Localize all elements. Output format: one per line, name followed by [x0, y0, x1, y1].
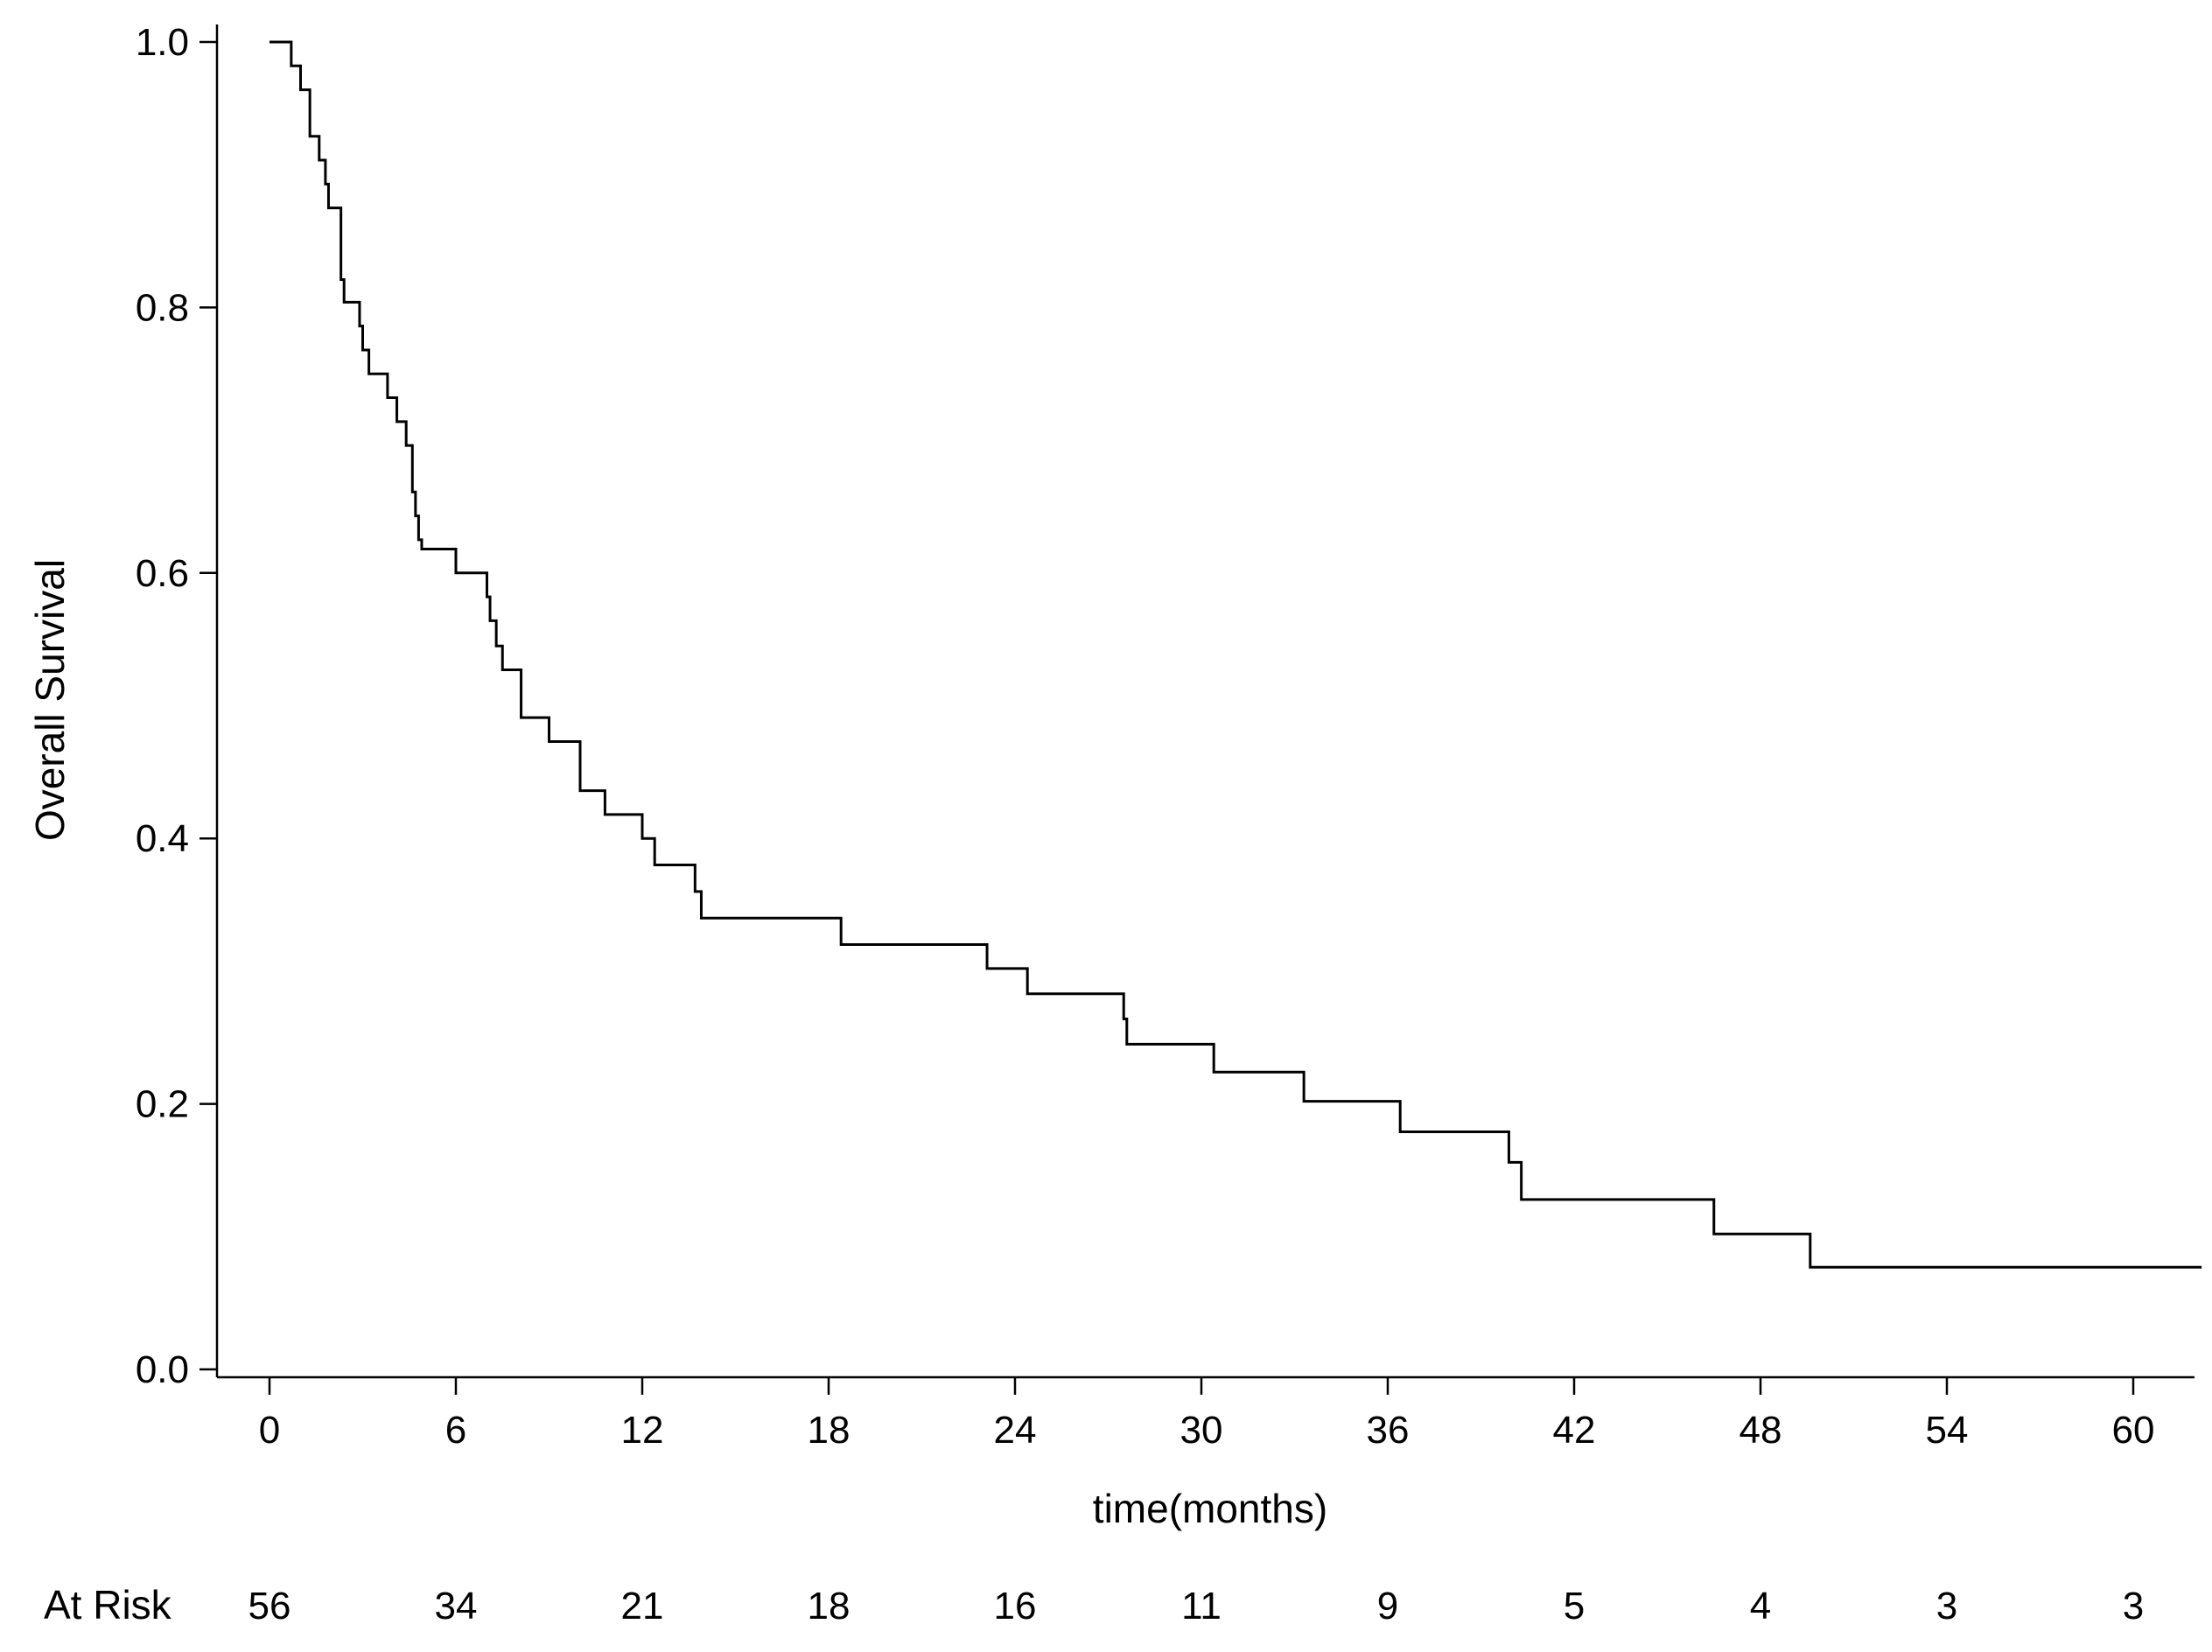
x-tick-label: 36 [1367, 1409, 1410, 1452]
y-axis-ticks: 0.0 0.2 0.4 0.6 0.8 1.0 [136, 21, 217, 1391]
x-tick-label: 48 [1740, 1409, 1782, 1452]
at-risk-counts: 56 34 21 18 16 11 9 5 4 3 3 [248, 1585, 2145, 1628]
x-tick-label: 60 [2112, 1409, 2155, 1452]
y-axis-title: Overall Survival [27, 559, 73, 841]
survival-curve [270, 40, 2202, 1269]
at-risk-count: 4 [1750, 1585, 1771, 1628]
x-tick-label: 24 [994, 1409, 1037, 1452]
y-tick-label: 0.0 [136, 1348, 189, 1391]
y-tick-label: 0.6 [136, 552, 189, 595]
x-tick-label: 0 [259, 1409, 280, 1452]
at-risk-count: 9 [1377, 1585, 1398, 1628]
x-tick-label: 18 [808, 1409, 850, 1452]
x-tick-label: 30 [1180, 1409, 1223, 1452]
y-tick-label: 0.8 [136, 286, 189, 329]
at-risk-count: 16 [994, 1585, 1037, 1628]
x-tick-label: 12 [621, 1409, 664, 1452]
at-risk-count: 3 [2123, 1585, 2144, 1628]
x-axis-title: time(months) [1093, 1486, 1327, 1531]
at-risk-count: 21 [621, 1585, 664, 1628]
at-risk-count: 5 [1564, 1585, 1585, 1628]
at-risk-count: 3 [1936, 1585, 1957, 1628]
y-tick-label: 0.2 [136, 1083, 189, 1126]
at-risk-label: At Risk [44, 1582, 172, 1628]
at-risk-count: 34 [435, 1585, 478, 1628]
at-risk-count: 18 [808, 1585, 850, 1628]
at-risk-count: 56 [248, 1585, 291, 1628]
x-tick-label: 42 [1553, 1409, 1596, 1452]
x-tick-label: 54 [1926, 1409, 1969, 1452]
y-tick-label: 0.4 [136, 817, 189, 860]
at-risk-count: 11 [1181, 1585, 1222, 1628]
x-tick-label: 6 [445, 1409, 466, 1452]
x-axis-ticks: 0 6 12 18 24 30 36 42 48 54 60 [259, 1377, 2155, 1452]
y-tick-label: 1.0 [136, 21, 189, 64]
